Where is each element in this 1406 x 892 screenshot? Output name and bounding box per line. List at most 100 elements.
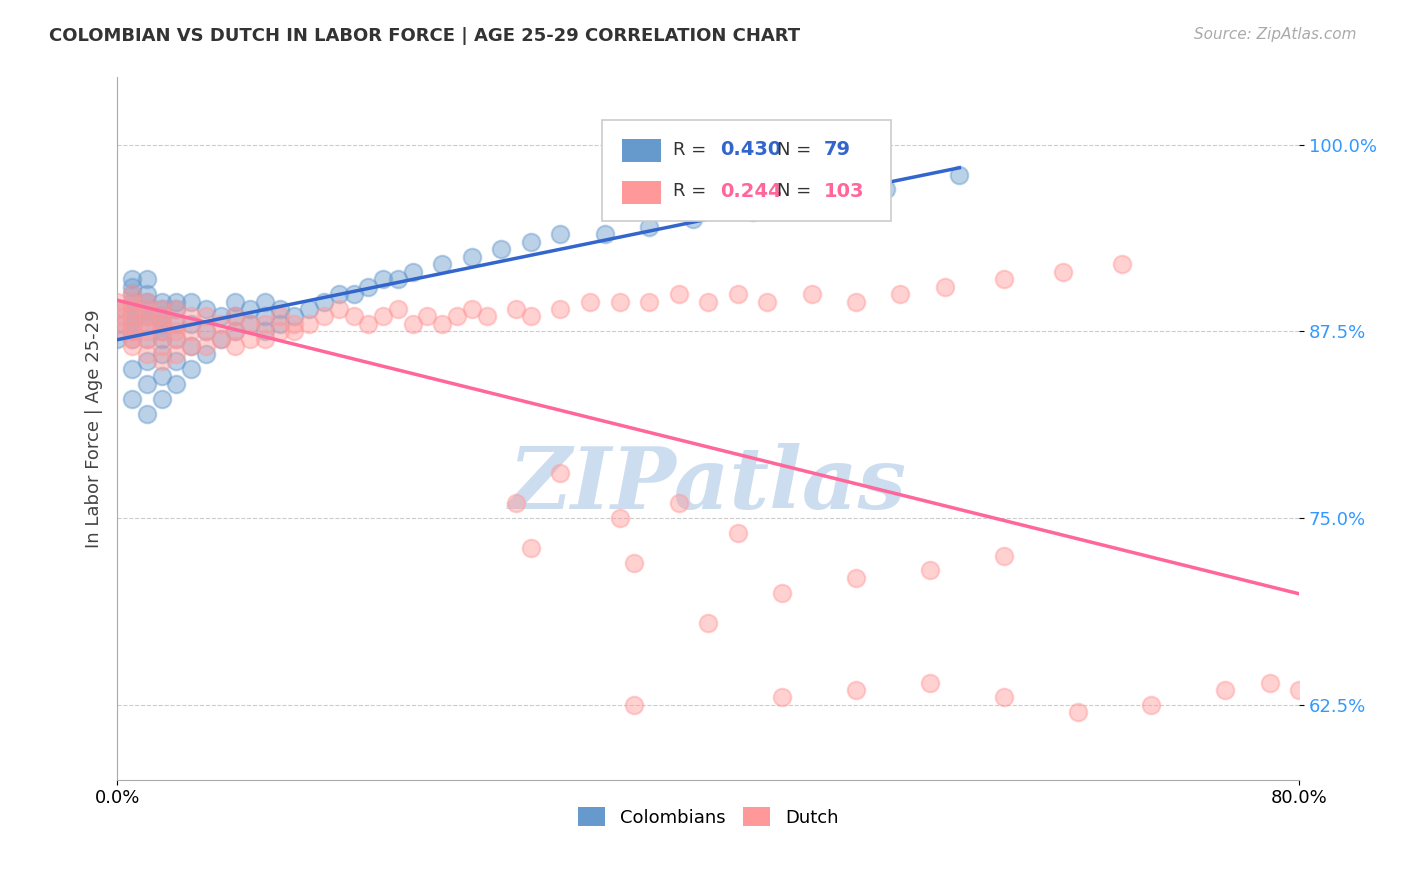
Point: [150, 392, 173, 406]
Point: [150, 325, 173, 339]
Point: [135, 332, 157, 346]
Text: 0.430: 0.430: [720, 140, 782, 159]
Point: [845, 571, 868, 585]
Point: [135, 325, 157, 339]
Point: [180, 317, 202, 331]
Point: [150, 325, 173, 339]
Point: [121, 392, 143, 406]
Point: [165, 347, 187, 361]
Text: COLOMBIAN VS DUTCH IN LABOR FORCE | AGE 25-29 CORRELATION CHART: COLOMBIAN VS DUTCH IN LABOR FORCE | AGE …: [49, 27, 800, 45]
Point: [283, 317, 305, 331]
Point: [165, 354, 187, 368]
Point: [269, 301, 291, 316]
Point: [342, 310, 364, 324]
Point: [224, 339, 246, 353]
Point: [135, 376, 157, 391]
Point: [150, 332, 173, 346]
Bar: [621, 181, 661, 204]
Point: [150, 310, 173, 324]
Point: [918, 675, 941, 690]
Point: [224, 325, 246, 339]
Point: [1140, 698, 1163, 712]
Point: [253, 310, 276, 324]
Text: N =: N =: [776, 182, 817, 201]
Point: [1288, 683, 1310, 698]
Point: [121, 294, 143, 309]
Point: [150, 301, 173, 316]
Point: [239, 301, 262, 316]
Point: [638, 219, 661, 234]
Point: [770, 586, 793, 600]
Point: [150, 317, 173, 331]
Point: [105, 301, 128, 316]
Point: [121, 310, 143, 324]
Point: [150, 339, 173, 353]
Point: [298, 301, 321, 316]
Point: [283, 325, 305, 339]
Point: [373, 310, 395, 324]
Point: [150, 294, 173, 309]
Point: [105, 310, 128, 324]
Point: [461, 301, 484, 316]
Point: [446, 310, 468, 324]
Bar: [621, 139, 661, 162]
Legend: Colombians, Dutch: Colombians, Dutch: [571, 800, 845, 834]
Point: [550, 467, 572, 481]
Point: [312, 310, 335, 324]
Point: [432, 317, 454, 331]
Point: [934, 279, 956, 293]
Point: [845, 683, 868, 698]
Point: [845, 294, 868, 309]
Point: [121, 317, 143, 331]
Point: [402, 317, 425, 331]
Point: [165, 332, 187, 346]
Text: R =: R =: [672, 182, 711, 201]
Point: [623, 698, 645, 712]
Point: [121, 272, 143, 286]
Point: [105, 294, 128, 309]
Point: [505, 301, 527, 316]
Point: [697, 294, 720, 309]
Point: [121, 287, 143, 301]
Point: [593, 227, 616, 242]
Text: 79: 79: [824, 140, 851, 159]
Point: [253, 317, 276, 331]
Point: [328, 301, 350, 316]
Point: [1258, 675, 1281, 690]
Point: [1052, 265, 1074, 279]
Point: [283, 310, 305, 324]
Point: [918, 564, 941, 578]
Point: [194, 310, 217, 324]
Point: [150, 317, 173, 331]
Point: [682, 212, 704, 227]
Point: [638, 294, 661, 309]
Point: [121, 294, 143, 309]
Point: [756, 294, 779, 309]
Point: [1066, 706, 1088, 720]
Text: ZIPatlas: ZIPatlas: [509, 443, 907, 526]
Point: [121, 339, 143, 353]
Point: [209, 310, 232, 324]
Point: [180, 325, 202, 339]
Point: [239, 332, 262, 346]
Point: [150, 354, 173, 368]
Point: [520, 235, 543, 249]
Point: [135, 272, 157, 286]
Point: [135, 294, 157, 309]
Y-axis label: In Labor Force | Age 25-29: In Labor Force | Age 25-29: [86, 310, 103, 548]
Point: [269, 325, 291, 339]
Point: [697, 615, 720, 630]
Point: [491, 242, 513, 256]
Point: [165, 301, 187, 316]
Point: [357, 279, 380, 293]
Point: [387, 272, 409, 286]
Point: [298, 317, 321, 331]
Point: [239, 317, 262, 331]
Point: [121, 325, 143, 339]
Point: [121, 279, 143, 293]
Text: 103: 103: [824, 182, 865, 201]
Point: [239, 317, 262, 331]
Point: [135, 294, 157, 309]
Point: [1111, 257, 1133, 271]
Point: [209, 332, 232, 346]
